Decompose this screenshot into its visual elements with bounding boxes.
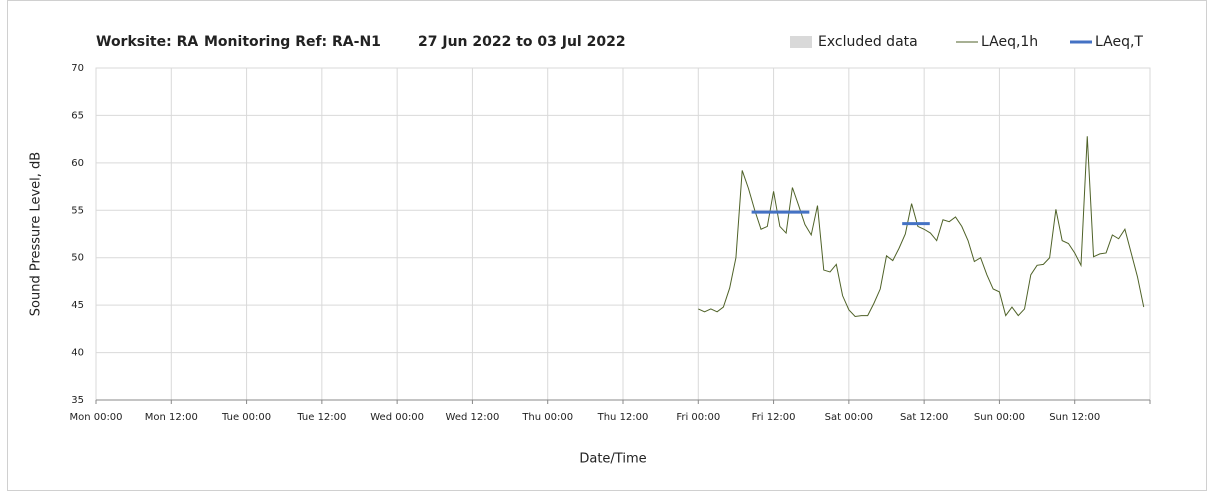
- x-axis-label: Date/Time: [579, 452, 646, 467]
- x-tick-label: Thu 12:00: [597, 412, 649, 423]
- y-tick-label: 55: [71, 205, 84, 216]
- y-axis-label: Sound Pressure Level, dB: [29, 152, 44, 316]
- y-tick-label: 70: [71, 63, 84, 74]
- x-tick-label: Wed 00:00: [370, 412, 424, 423]
- y-tick-label: 35: [71, 395, 84, 406]
- legend-label: LAeq,T: [1095, 34, 1143, 50]
- legend-swatch: [790, 36, 812, 48]
- x-tick-label: Mon 00:00: [69, 412, 122, 423]
- x-tick-label: Thu 00:00: [521, 412, 573, 423]
- y-tick-label: 65: [71, 110, 84, 121]
- x-tick-label: Fri 12:00: [752, 412, 796, 423]
- x-tick-label: Tue 00:00: [221, 412, 271, 423]
- x-tick-label: Fri 00:00: [676, 412, 720, 423]
- legend-label: LAeq,1h: [981, 34, 1038, 50]
- chart-frame: [7, 0, 1207, 491]
- x-tick-label: Sat 12:00: [900, 412, 948, 423]
- legend-label: Excluded data: [818, 34, 918, 50]
- x-tick-label: Sat 00:00: [825, 412, 873, 423]
- y-tick-label: 50: [71, 253, 84, 264]
- x-tick-label: Sun 12:00: [1049, 412, 1100, 423]
- y-tick-label: 60: [71, 158, 84, 169]
- y-tick-label: 40: [71, 348, 84, 359]
- x-tick-label: Wed 12:00: [446, 412, 500, 423]
- chart-title: Monitoring Ref: RA-N1: [204, 34, 381, 50]
- chart-title: 27 Jun 2022 to 03 Jul 2022: [418, 34, 626, 50]
- series-line: [698, 136, 1145, 318]
- x-tick-label: Mon 12:00: [145, 412, 198, 423]
- chart-title: Worksite: RA: [96, 34, 198, 50]
- y-tick-label: 45: [71, 300, 84, 311]
- x-tick-label: Tue 12:00: [296, 412, 346, 423]
- x-tick-label: Sun 00:00: [974, 412, 1025, 423]
